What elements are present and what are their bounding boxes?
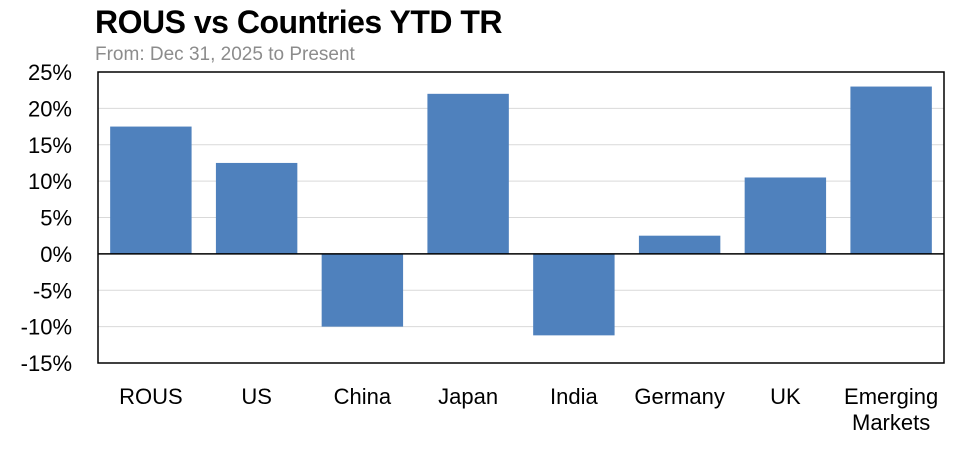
x-tick-label: Germany: [634, 384, 724, 409]
x-tick-label: India: [550, 384, 598, 409]
y-tick-label: 20%: [28, 96, 72, 121]
axes: [97, 71, 945, 364]
x-tick-label: ROUS: [119, 384, 183, 409]
y-tick-labels: -15% -10% -5% 0% 5% 10% 15% 20% 25%: [21, 60, 72, 376]
y-tick-label: 25%: [28, 60, 72, 85]
bar-rous: [110, 126, 192, 254]
x-tick-label: US: [241, 384, 272, 409]
x-tick-label: Japan: [438, 384, 498, 409]
y-tick-label: 0%: [40, 242, 72, 267]
chart-subtitle: From: Dec 31, 2025 to Present: [95, 44, 355, 65]
bar-us: [215, 162, 298, 254]
x-tick-label: Emerging Markets: [844, 384, 938, 435]
chart-title: ROUS vs Countries YTD TR: [95, 4, 503, 40]
y-tick-label: -10%: [21, 315, 72, 340]
plot-frame: [97, 71, 945, 364]
bars: [110, 86, 932, 336]
bar-china: [321, 253, 404, 327]
y-tick-label: -15%: [21, 351, 72, 376]
x-tick-label: UK: [770, 384, 801, 409]
y-tick-label: 5%: [40, 206, 72, 231]
bar-japan: [427, 93, 509, 254]
y-tick-label: -5%: [33, 278, 72, 303]
x-tick-label: China: [334, 384, 392, 409]
bar-emerging-markets: [850, 86, 932, 254]
bar-germany: [638, 235, 721, 254]
y-tick-label: 10%: [28, 169, 72, 194]
bar-uk: [744, 177, 827, 254]
x-tick-labels: ROUS US China Japan India Germany UK Emerging Ma…: [119, 384, 938, 435]
y-tick-label: 15%: [28, 133, 72, 158]
bar-india: [533, 253, 615, 336]
